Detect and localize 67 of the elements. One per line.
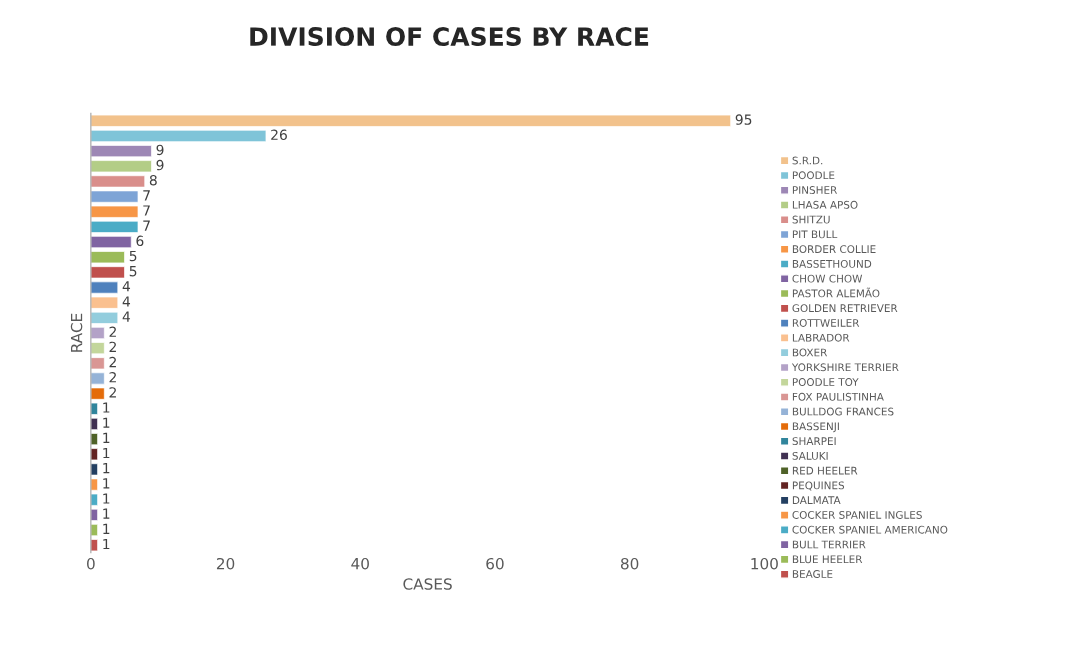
y-axis-title: RACE xyxy=(70,313,83,352)
data-label: 7 xyxy=(143,190,150,201)
legend-label: COCKER SPANIEL AMERICANO xyxy=(792,525,948,534)
legend-label: CHOW CHOW xyxy=(792,274,863,283)
legend-label: SALUKI xyxy=(792,451,828,460)
data-label: 2 xyxy=(109,326,116,337)
data-label: 2 xyxy=(109,372,116,383)
data-label: 5 xyxy=(129,250,137,262)
x-tick-label: 40 xyxy=(351,557,369,570)
data-label: 4 xyxy=(122,281,131,292)
data-label: 9 xyxy=(156,144,164,156)
data-label: 1 xyxy=(103,508,110,519)
legend-label: GOLDEN RETRIEVER xyxy=(792,304,898,313)
data-label: 1 xyxy=(103,402,110,413)
data-label: 1 xyxy=(103,447,110,459)
data-label: 9 xyxy=(156,159,164,171)
data-label: 1 xyxy=(103,493,110,504)
legend-label: RED HEELER xyxy=(792,466,858,475)
legend-label: PASTOR ALEMÃO xyxy=(792,287,880,298)
data-label: 7 xyxy=(143,220,150,231)
legend-label: DALMATA xyxy=(792,496,841,504)
legend-label: FOX PAULISTINHA xyxy=(792,392,884,401)
legend-label: BASSETHOUND xyxy=(792,259,872,268)
data-label: 7 xyxy=(143,205,150,216)
data-label: 2 xyxy=(109,356,116,368)
data-label: 5 xyxy=(129,266,137,277)
x-tick-label: 60 xyxy=(486,557,504,570)
data-label: 8 xyxy=(149,174,157,186)
legend-label: PINSHER xyxy=(792,186,838,194)
data-label: 1 xyxy=(103,538,110,550)
legend-label: S.R.D. xyxy=(792,156,823,165)
legend-label: PIT BULL xyxy=(792,230,838,239)
x-tick-label: 0 xyxy=(87,557,95,570)
legend-label: PEQUINES xyxy=(792,481,845,491)
legend-label: BORDER COLLIE xyxy=(792,245,876,254)
legend-label: ROTTWEILER xyxy=(792,319,860,327)
x-tick-label: 80 xyxy=(620,557,639,570)
data-label: 4 xyxy=(122,296,131,307)
legend-label: YORKSHIRE TERRIER xyxy=(791,363,899,372)
legend-label: BULL TERRIER xyxy=(792,540,866,549)
legend-label: BLUE HEELER xyxy=(792,555,863,564)
legend-label: BOXER xyxy=(792,348,828,357)
legend-label: LABRADOR xyxy=(792,333,850,342)
x-tick-label: 100 xyxy=(751,557,778,570)
legend-label: BULLDOG FRANCES xyxy=(792,407,894,416)
data-label: 26 xyxy=(271,129,287,140)
legend-label: POODLE xyxy=(792,171,835,180)
data-label: 2 xyxy=(109,387,116,398)
legend-label: BASSENJI xyxy=(792,422,839,433)
data-label: 1 xyxy=(103,478,110,489)
data-label: 1 xyxy=(103,523,110,534)
data-label: 95 xyxy=(735,114,752,125)
data-label: 1 xyxy=(103,417,110,428)
data-label: 6 xyxy=(136,235,144,247)
legend-label: POODLE TOY xyxy=(792,378,859,386)
legend-label: COCKER SPANIEL INGLES xyxy=(792,511,922,519)
legend-label: SHARPEI xyxy=(792,437,836,446)
legend-label: BEAGLE xyxy=(792,570,833,578)
chart-title: DIVISION OF CASES BY RACE xyxy=(250,27,649,46)
data-label: 1 xyxy=(103,463,110,474)
data-label: 4 xyxy=(122,311,131,322)
data-label: 2 xyxy=(109,341,116,352)
legend-label: LHASA APSO xyxy=(792,200,858,209)
x-axis-title: CASES xyxy=(403,578,452,590)
x-tick-label: 20 xyxy=(216,557,235,570)
data-label: 1 xyxy=(103,432,110,443)
legend-label: SHITZU xyxy=(792,215,830,224)
